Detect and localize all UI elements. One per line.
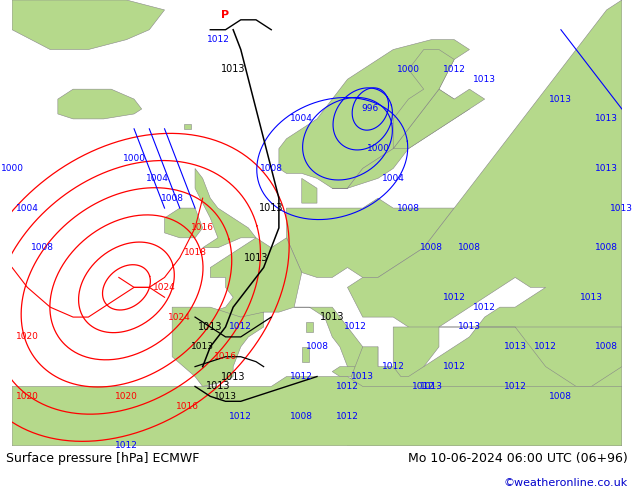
Text: 1013: 1013	[458, 322, 481, 332]
Text: 1012: 1012	[115, 441, 138, 450]
Text: 1013: 1013	[221, 371, 245, 382]
Text: 1012: 1012	[443, 293, 465, 302]
Text: 1013: 1013	[550, 95, 573, 103]
Text: 1000: 1000	[397, 65, 420, 74]
Text: 1016: 1016	[214, 352, 237, 361]
Text: 1012: 1012	[336, 382, 359, 391]
Text: 1000: 1000	[122, 154, 146, 163]
Text: 1008: 1008	[420, 243, 443, 252]
Text: ©weatheronline.co.uk: ©weatheronline.co.uk	[503, 478, 628, 488]
Polygon shape	[12, 376, 622, 446]
Text: 1008: 1008	[31, 243, 54, 252]
Text: 1013: 1013	[351, 372, 374, 381]
Text: 1012: 1012	[443, 65, 465, 74]
Polygon shape	[294, 307, 378, 382]
Polygon shape	[279, 40, 469, 188]
Text: 1012: 1012	[382, 362, 404, 371]
Text: 1013: 1013	[221, 64, 245, 74]
Text: 1013: 1013	[214, 392, 237, 401]
Text: 1012: 1012	[504, 382, 527, 391]
Text: 1008: 1008	[290, 412, 313, 421]
Text: 1013: 1013	[320, 312, 344, 322]
Polygon shape	[347, 0, 622, 446]
Text: 1013: 1013	[595, 164, 618, 173]
Polygon shape	[439, 327, 622, 387]
Text: 1013: 1013	[420, 382, 443, 391]
Polygon shape	[172, 307, 264, 387]
Text: 1018: 1018	[184, 248, 207, 257]
Text: 1013: 1013	[580, 293, 603, 302]
Text: 1012: 1012	[344, 322, 366, 332]
Polygon shape	[165, 208, 203, 238]
Polygon shape	[393, 89, 484, 148]
Text: 1013: 1013	[243, 253, 268, 263]
Text: 1020: 1020	[115, 392, 138, 401]
Text: 1008: 1008	[306, 343, 328, 351]
Text: 1012: 1012	[443, 362, 465, 371]
Text: 1024: 1024	[153, 283, 176, 292]
Text: 1000: 1000	[366, 144, 389, 153]
Text: 1024: 1024	[169, 313, 191, 321]
Text: Surface pressure [hPa] ECMWF: Surface pressure [hPa] ECMWF	[6, 452, 200, 465]
Text: 1012: 1012	[473, 303, 496, 312]
Polygon shape	[332, 89, 469, 188]
Text: 1000: 1000	[1, 164, 23, 173]
Text: 1004: 1004	[16, 203, 39, 213]
Text: 1008: 1008	[595, 243, 618, 252]
Text: 1016: 1016	[191, 223, 214, 232]
Text: 1013: 1013	[595, 114, 618, 123]
Text: 1012: 1012	[207, 35, 230, 44]
Text: 1016: 1016	[176, 402, 199, 411]
Text: 1013: 1013	[473, 75, 496, 84]
Text: 1020: 1020	[16, 392, 39, 401]
Text: 1012: 1012	[336, 412, 359, 421]
Text: 1008: 1008	[595, 343, 618, 351]
Polygon shape	[332, 367, 355, 376]
Text: 1008: 1008	[160, 194, 184, 203]
Polygon shape	[302, 347, 309, 362]
Polygon shape	[287, 198, 454, 277]
Polygon shape	[306, 322, 313, 332]
Text: Mo 10-06-2024 06:00 UTC (06+96): Mo 10-06-2024 06:00 UTC (06+96)	[408, 452, 628, 465]
Text: 1013: 1013	[198, 322, 223, 332]
Text: 1012: 1012	[230, 412, 252, 421]
Text: 1013: 1013	[205, 381, 230, 392]
Polygon shape	[302, 178, 317, 203]
Polygon shape	[393, 49, 454, 148]
Polygon shape	[393, 327, 439, 376]
Text: 1013: 1013	[503, 343, 527, 351]
Text: 1004: 1004	[382, 174, 404, 183]
Text: 1004: 1004	[145, 174, 169, 183]
Text: 1008: 1008	[550, 392, 573, 401]
Text: 1013: 1013	[191, 343, 214, 351]
Text: 1013: 1013	[259, 203, 283, 213]
Text: 1008: 1008	[458, 243, 481, 252]
Text: 1012: 1012	[534, 343, 557, 351]
Text: 1013: 1013	[611, 203, 633, 213]
Text: 996: 996	[362, 104, 379, 114]
Text: 1012: 1012	[290, 372, 313, 381]
Polygon shape	[195, 169, 256, 248]
Text: 1020: 1020	[16, 332, 39, 342]
Polygon shape	[58, 89, 141, 119]
Text: 1012: 1012	[230, 322, 252, 332]
Text: 1008: 1008	[260, 164, 283, 173]
Polygon shape	[203, 238, 302, 317]
Text: P: P	[221, 10, 230, 20]
Text: 1008: 1008	[397, 203, 420, 213]
Polygon shape	[184, 124, 191, 129]
Text: 1012: 1012	[412, 382, 435, 391]
Text: 1004: 1004	[290, 114, 313, 123]
Polygon shape	[12, 0, 165, 49]
